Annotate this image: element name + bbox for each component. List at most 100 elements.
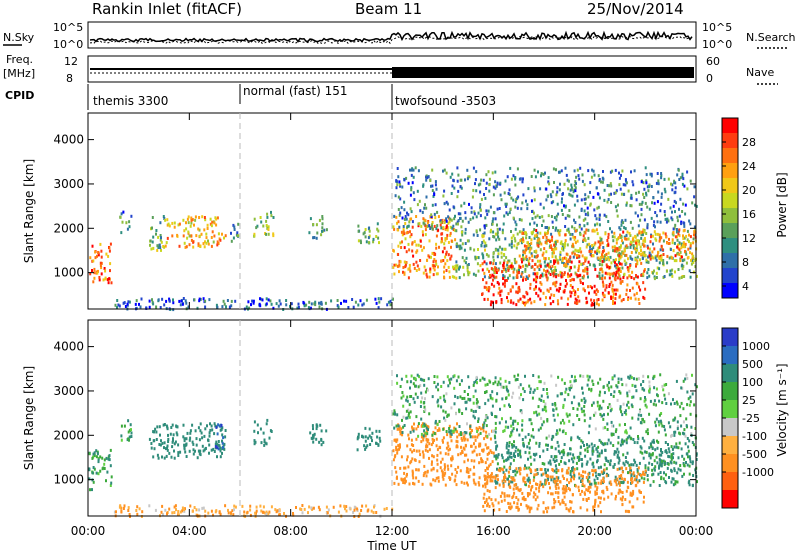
colorbar-tick-label: 28	[742, 136, 756, 149]
power-cell	[523, 244, 526, 248]
vel-cell	[625, 489, 628, 493]
vel-cell	[592, 401, 595, 405]
power-cell	[374, 297, 377, 301]
power-cell	[443, 221, 446, 224]
vel-cell	[368, 434, 371, 438]
power-cell	[422, 271, 425, 275]
power-cell	[444, 227, 447, 231]
vel-cell	[604, 442, 606, 446]
vel-cell	[640, 473, 642, 477]
vel-cell	[417, 468, 420, 472]
power-cell	[400, 206, 403, 210]
power-cell	[574, 236, 577, 239]
power-cell	[451, 184, 454, 188]
vel-cell	[602, 426, 605, 430]
vel-cell	[403, 481, 406, 485]
vel-cell	[639, 421, 642, 425]
vel-cell	[551, 434, 554, 438]
vel-cell	[646, 478, 649, 482]
power-cell	[653, 230, 656, 234]
power-cell	[677, 232, 680, 236]
vel-cell	[431, 454, 434, 458]
vel-cell	[606, 488, 609, 491]
power-cell	[522, 177, 524, 181]
vel-cell	[557, 491, 560, 495]
vel-cell	[581, 479, 584, 483]
vel-cell	[654, 424, 657, 428]
vel-cell	[406, 380, 409, 384]
power-cell	[122, 301, 125, 305]
vel-cell	[670, 434, 672, 438]
vel-cell	[357, 435, 359, 439]
power-cell	[567, 274, 570, 278]
power-cell	[426, 176, 429, 180]
vel-cell	[163, 423, 166, 426]
power-cell	[480, 243, 483, 247]
power-cell	[483, 271, 486, 275]
power-cell	[615, 241, 618, 245]
power-cell	[427, 175, 430, 179]
power-cell	[538, 268, 541, 271]
vel-cell	[446, 375, 449, 379]
vel-cell	[609, 463, 612, 467]
vel-cell	[364, 426, 367, 430]
power-cell	[410, 217, 413, 221]
vel-cell	[496, 462, 499, 466]
power-cell	[507, 259, 510, 263]
vel-cell	[153, 439, 156, 443]
vel-cell	[488, 504, 491, 508]
vel-cell	[607, 459, 610, 463]
power-cell	[396, 264, 399, 268]
vel-cell	[481, 376, 484, 380]
vel-cell	[425, 438, 428, 441]
power-cell	[507, 276, 510, 280]
power-cell	[554, 265, 557, 269]
power-cell	[514, 220, 517, 224]
power-cell	[425, 178, 428, 182]
power-cell	[662, 259, 665, 262]
power-cell	[632, 236, 635, 240]
power-cell	[546, 278, 549, 282]
vel-cell	[562, 448, 565, 452]
power-cell	[564, 225, 567, 228]
power-cell	[582, 274, 585, 278]
power-cell	[534, 175, 537, 179]
power-cell	[450, 192, 453, 195]
power-cell	[411, 220, 414, 224]
vel-cell	[663, 393, 666, 397]
vel-cell	[503, 429, 506, 433]
power-cell	[656, 266, 659, 270]
power-cell	[496, 223, 498, 227]
vel-cell	[649, 442, 652, 446]
vel-cell	[120, 434, 123, 438]
power-cell	[173, 225, 176, 229]
vel-cell	[567, 393, 570, 397]
vel-cell	[448, 378, 451, 382]
vel-cell	[262, 431, 265, 435]
power-cell	[359, 239, 362, 243]
power-cell	[667, 177, 670, 181]
vel-cell	[488, 451, 490, 455]
power-cell	[479, 182, 482, 186]
power-cell	[593, 290, 596, 294]
power-cell	[412, 168, 415, 172]
power-cell	[660, 173, 663, 177]
power-cell	[546, 288, 549, 292]
power-cell	[186, 217, 189, 221]
power-cell	[636, 282, 639, 286]
vel-cell	[437, 476, 440, 480]
vel-cell	[561, 418, 564, 422]
power-cell	[644, 201, 647, 205]
power-cell	[397, 220, 400, 224]
power-cell	[558, 233, 561, 237]
power-cell	[164, 218, 167, 222]
vel-cell	[450, 432, 453, 436]
vel-cell	[417, 422, 420, 426]
vel-cell	[421, 378, 424, 382]
power-cell	[618, 176, 621, 180]
power-cell	[433, 193, 436, 196]
power-cell	[104, 277, 107, 281]
power-cell	[458, 247, 461, 251]
vel-cell	[513, 440, 515, 444]
vel-cell	[610, 385, 613, 389]
